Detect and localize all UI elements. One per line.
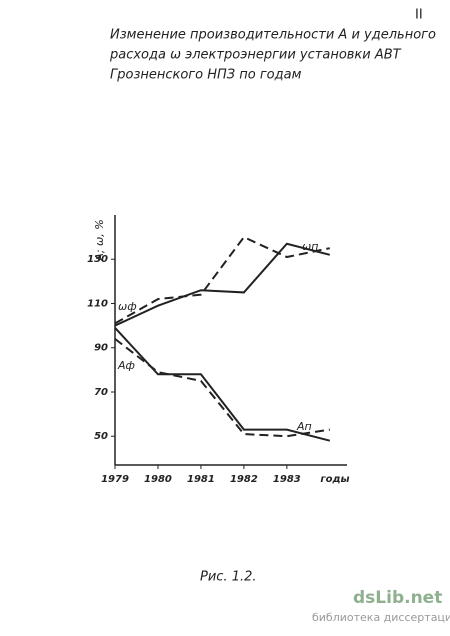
x-tick-label: 1981	[187, 474, 215, 485]
x-tick-label: 1979	[101, 474, 129, 485]
series-label: Ап	[296, 420, 312, 433]
title-line: расхода ω электроэнергии установки АВТ	[109, 48, 402, 63]
y-tick-label: 110	[87, 298, 108, 309]
title-line: Изменение производительности А и удельно…	[110, 28, 436, 43]
title-line: Грозненского НПЗ по годам	[110, 68, 302, 83]
x-tick-label: 1982	[230, 474, 258, 485]
series-label: Аф	[117, 359, 135, 372]
page-number: II	[415, 8, 423, 23]
series-line	[114, 338, 330, 438]
series-line	[114, 242, 331, 327]
y-tick-label: 130	[87, 254, 108, 265]
y-tick-label: 70	[94, 387, 108, 398]
y-tick-label: 90	[94, 343, 108, 354]
series-label: ωп	[302, 240, 318, 253]
series-line	[114, 235, 331, 325]
x-tick-label: 1980	[144, 474, 172, 485]
watermark-tagline: библиотека диссертаций	[312, 611, 450, 624]
watermark-brand: dsLib.net	[353, 588, 442, 608]
y-tick-label: 50	[94, 431, 108, 442]
series-label: ωф	[118, 300, 137, 313]
y-axis-label: А; ω, %	[93, 219, 106, 261]
x-axis-label: годы	[320, 474, 349, 485]
caption: Рис. 1.2.	[200, 570, 257, 585]
x-tick-label: 1983	[273, 474, 301, 485]
